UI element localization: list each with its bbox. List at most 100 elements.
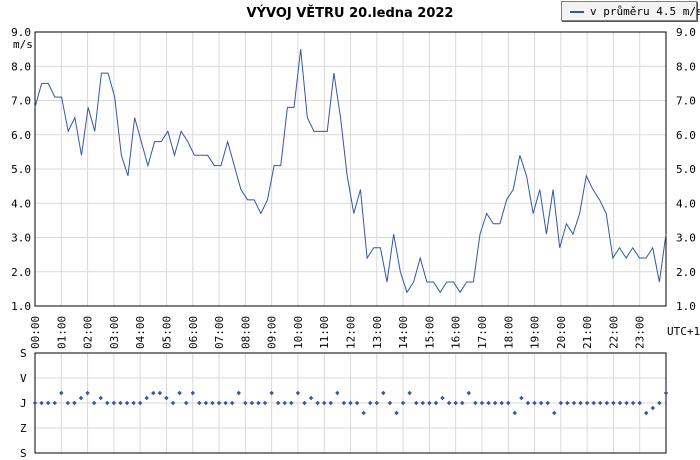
- direction-point: [105, 400, 110, 406]
- direction-point: [348, 400, 353, 406]
- direction-point: [433, 400, 439, 406]
- x-tick-label: 11:00: [318, 316, 331, 349]
- direction-point: [460, 400, 465, 406]
- direction-point: [164, 395, 169, 401]
- direction-point: [275, 400, 281, 406]
- y-tick-label-right: 4.0: [676, 197, 696, 210]
- x-tick-label: 10:00: [292, 316, 305, 349]
- direction-point: [663, 390, 669, 396]
- y-tick-label-left: 3.0: [11, 232, 31, 245]
- direction-point: [269, 390, 274, 396]
- direction-point: [341, 400, 347, 406]
- y-tick-label-right: 2.0: [676, 266, 696, 279]
- y-tick-label-right: 6.0: [676, 129, 696, 142]
- direction-tick-label: Z: [20, 422, 27, 435]
- y-tick-label-left: 2.0: [11, 266, 31, 279]
- direction-point: [446, 400, 452, 406]
- y-tick-label-left: 5.0: [11, 163, 31, 176]
- x-tick-label: 02:00: [82, 316, 95, 349]
- y-tick-label-right: 5.0: [676, 163, 696, 176]
- x-tick-label: 15:00: [423, 316, 436, 349]
- direction-point: [137, 400, 143, 406]
- x-tick-label: 16:00: [450, 316, 463, 349]
- direction-point: [427, 400, 432, 406]
- direction-point: [210, 400, 215, 406]
- direction-point: [59, 390, 64, 396]
- direction-point: [473, 400, 478, 406]
- direction-point: [525, 400, 531, 406]
- direction-point: [216, 400, 222, 406]
- x-tick-label: 00:00: [29, 316, 42, 349]
- direction-point: [512, 410, 518, 416]
- x-tick-label: 23:00: [634, 316, 647, 349]
- direction-point: [565, 400, 570, 406]
- y-tick-label-left: 1.0: [11, 300, 31, 313]
- direction-point: [538, 400, 544, 406]
- direction-point: [118, 400, 123, 406]
- direction-point: [630, 400, 636, 406]
- direction-point: [65, 400, 71, 406]
- direction-point: [144, 395, 149, 401]
- direction-point: [229, 400, 235, 406]
- direction-point: [243, 400, 248, 406]
- x-tick-label: 18:00: [502, 316, 515, 349]
- direction-point: [39, 400, 44, 406]
- direction-point: [249, 400, 255, 406]
- direction-point: [400, 400, 406, 406]
- x-tick-label: 08:00: [239, 316, 252, 349]
- direction-tick-label: S: [20, 447, 27, 460]
- direction-point: [624, 400, 629, 406]
- direction-point: [78, 395, 84, 401]
- direction-point: [532, 400, 537, 406]
- direction-point: [124, 400, 130, 406]
- direction-point: [368, 400, 373, 406]
- direction-point: [617, 400, 623, 406]
- y-unit-label: m/s: [13, 38, 33, 51]
- direction-point: [52, 400, 57, 406]
- direction-point: [322, 400, 327, 406]
- direction-point: [506, 400, 511, 406]
- direction-point: [657, 400, 662, 406]
- direction-point: [302, 400, 307, 406]
- direction-point: [308, 395, 314, 401]
- x-axis-unit-label: UTC+1: [667, 325, 700, 338]
- direction-point: [328, 400, 333, 406]
- direction-point: [91, 400, 97, 406]
- direction-point: [151, 390, 156, 396]
- y-tick-label-left: 4.0: [11, 197, 31, 210]
- direction-point: [354, 400, 360, 406]
- x-tick-label: 03:00: [108, 316, 121, 349]
- chart-title: VÝVOJ VĚTRU 20.ledna 2022: [247, 5, 454, 21]
- y-tick-label-left: 9.0: [11, 26, 31, 39]
- x-tick-label: 20:00: [555, 316, 568, 349]
- y-tick-label-right: 1.0: [676, 300, 696, 313]
- y-tick-label-left: 6.0: [11, 129, 31, 142]
- x-tick-label: 05:00: [160, 316, 173, 349]
- direction-point: [98, 395, 103, 401]
- wind-speed-line: [34, 49, 667, 294]
- direction-point: [440, 395, 445, 401]
- legend-line-swatch: [570, 11, 584, 13]
- direction-point: [578, 400, 583, 406]
- direction-point: [637, 400, 642, 406]
- direction-point: [571, 400, 577, 406]
- direction-point: [85, 390, 90, 396]
- direction-point: [407, 390, 412, 396]
- direction-point: [453, 400, 458, 406]
- x-tick-label: 07:00: [213, 316, 226, 349]
- y-tick-label-right: 8.0: [676, 60, 696, 73]
- direction-point: [361, 410, 366, 416]
- direction-point: [289, 400, 294, 406]
- direction-point: [611, 400, 616, 406]
- direction-point: [203, 400, 209, 406]
- direction-tick-label: V: [20, 372, 27, 385]
- direction-point: [170, 400, 176, 406]
- direction-point: [262, 400, 268, 406]
- direction-point: [387, 400, 393, 406]
- direction-point: [650, 405, 656, 411]
- direction-point: [598, 400, 603, 406]
- speed-plot-frame: [34, 31, 667, 307]
- x-tick-label: 14:00: [397, 316, 410, 349]
